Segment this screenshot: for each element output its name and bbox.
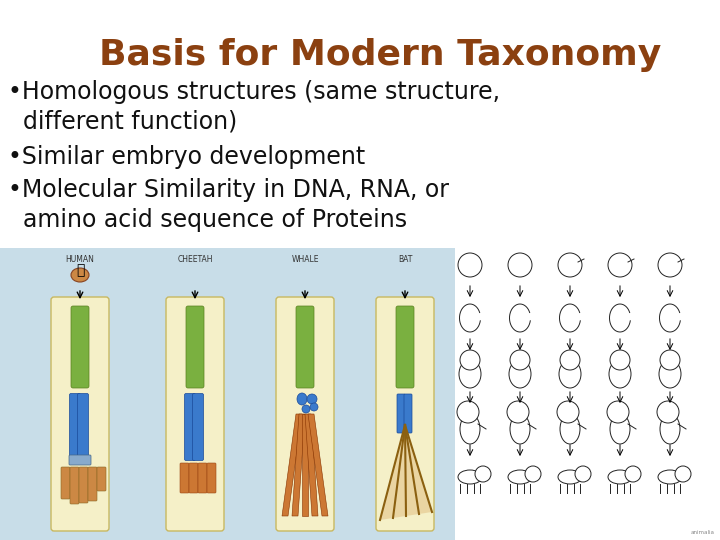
Circle shape	[510, 350, 530, 370]
Ellipse shape	[660, 414, 680, 444]
Polygon shape	[282, 414, 302, 516]
Text: HUMAN: HUMAN	[66, 255, 94, 264]
Circle shape	[557, 401, 579, 423]
FancyBboxPatch shape	[296, 306, 314, 388]
FancyBboxPatch shape	[97, 467, 106, 491]
Polygon shape	[302, 414, 308, 516]
Polygon shape	[308, 414, 328, 516]
FancyBboxPatch shape	[396, 306, 414, 388]
Circle shape	[507, 401, 529, 423]
Polygon shape	[380, 425, 405, 520]
Polygon shape	[660, 304, 680, 332]
Ellipse shape	[610, 414, 630, 444]
FancyBboxPatch shape	[276, 297, 334, 531]
Polygon shape	[405, 425, 419, 516]
Circle shape	[608, 253, 632, 277]
FancyBboxPatch shape	[51, 297, 109, 531]
Text: BAT: BAT	[398, 255, 412, 264]
Text: WHALE: WHALE	[292, 255, 319, 264]
FancyBboxPatch shape	[78, 394, 89, 461]
Ellipse shape	[609, 360, 631, 388]
Text: •Molecular Similarity in DNA, RNA, or: •Molecular Similarity in DNA, RNA, or	[8, 178, 449, 202]
Bar	[455, 248, 720, 540]
FancyBboxPatch shape	[61, 467, 70, 499]
Polygon shape	[405, 425, 432, 514]
FancyBboxPatch shape	[192, 394, 204, 461]
Polygon shape	[510, 304, 531, 332]
Ellipse shape	[307, 394, 317, 404]
FancyBboxPatch shape	[180, 463, 189, 493]
Polygon shape	[305, 414, 318, 516]
Polygon shape	[459, 304, 480, 332]
FancyBboxPatch shape	[376, 297, 434, 531]
Circle shape	[675, 466, 691, 482]
Circle shape	[658, 253, 682, 277]
Circle shape	[460, 350, 480, 370]
FancyBboxPatch shape	[166, 297, 224, 531]
FancyBboxPatch shape	[198, 463, 207, 493]
FancyBboxPatch shape	[186, 306, 204, 388]
Ellipse shape	[297, 393, 307, 405]
Bar	[0, 248, 455, 540]
Ellipse shape	[659, 360, 681, 388]
FancyBboxPatch shape	[70, 467, 79, 504]
Ellipse shape	[559, 360, 581, 388]
FancyBboxPatch shape	[207, 463, 216, 493]
FancyBboxPatch shape	[189, 463, 198, 493]
Ellipse shape	[71, 268, 89, 282]
Ellipse shape	[608, 470, 632, 484]
Circle shape	[457, 401, 479, 423]
Circle shape	[657, 401, 679, 423]
Ellipse shape	[560, 414, 580, 444]
Circle shape	[625, 466, 641, 482]
FancyBboxPatch shape	[79, 467, 88, 503]
Text: different function): different function)	[8, 110, 238, 134]
Polygon shape	[393, 425, 406, 518]
Circle shape	[475, 466, 491, 482]
FancyBboxPatch shape	[69, 455, 91, 465]
FancyBboxPatch shape	[88, 467, 97, 501]
Ellipse shape	[558, 470, 582, 484]
FancyBboxPatch shape	[404, 394, 412, 433]
Ellipse shape	[658, 470, 682, 484]
Text: Basis for Modern Taxonomy: Basis for Modern Taxonomy	[99, 38, 661, 72]
Circle shape	[660, 350, 680, 370]
Polygon shape	[610, 304, 630, 332]
Circle shape	[560, 350, 580, 370]
Text: •Homologous structures (same structure,: •Homologous structures (same structure,	[8, 80, 500, 104]
Ellipse shape	[510, 414, 530, 444]
Text: 🏃: 🏃	[76, 263, 84, 277]
FancyBboxPatch shape	[70, 394, 81, 461]
Circle shape	[508, 253, 532, 277]
Polygon shape	[292, 414, 305, 516]
Ellipse shape	[508, 470, 532, 484]
Circle shape	[610, 350, 630, 370]
Ellipse shape	[310, 403, 318, 411]
Ellipse shape	[460, 414, 480, 444]
Text: CHEETAH: CHEETAH	[177, 255, 212, 264]
Circle shape	[525, 466, 541, 482]
Text: animalia: animalia	[691, 530, 715, 535]
Polygon shape	[559, 304, 580, 332]
Text: •Similar embryo development: •Similar embryo development	[8, 145, 365, 169]
Circle shape	[607, 401, 629, 423]
FancyBboxPatch shape	[397, 394, 405, 433]
FancyBboxPatch shape	[184, 394, 196, 461]
Ellipse shape	[509, 360, 531, 388]
Circle shape	[458, 253, 482, 277]
Text: amino acid sequence of Proteins: amino acid sequence of Proteins	[8, 208, 407, 232]
Ellipse shape	[458, 470, 482, 484]
Ellipse shape	[459, 360, 481, 388]
Circle shape	[558, 253, 582, 277]
Ellipse shape	[302, 405, 310, 413]
Circle shape	[575, 466, 591, 482]
FancyBboxPatch shape	[71, 306, 89, 388]
